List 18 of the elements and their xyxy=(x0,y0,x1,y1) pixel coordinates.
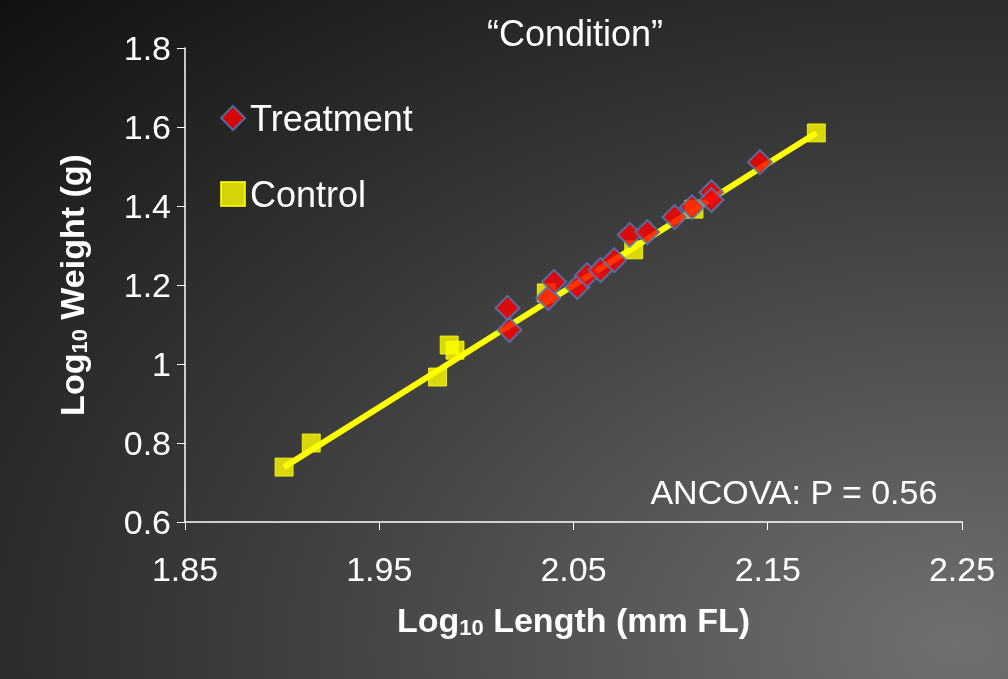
y-tick-label: 1.8 xyxy=(123,29,171,67)
y-tick-label: 1.6 xyxy=(123,108,171,146)
x-tick-label: 2.05 xyxy=(540,550,607,588)
y-tick-label: 0.6 xyxy=(123,503,171,541)
legend-label: Control xyxy=(250,173,367,215)
legend-label: Treatment xyxy=(250,97,413,139)
y-tick-label: 1.4 xyxy=(123,187,171,225)
y-tick-label: 1 xyxy=(152,345,171,383)
x-tick-label: 1.95 xyxy=(346,550,413,588)
x-tick-label: 2.15 xyxy=(734,550,801,588)
annotation: ANCOVA: P = 0.56 xyxy=(650,473,938,511)
y-tick-label: 0.8 xyxy=(123,424,171,462)
x-axis-title: Log10 Length (mm FL) xyxy=(396,601,751,640)
x-tick-label: 2.25 xyxy=(928,550,996,588)
chart-title: “Condition” xyxy=(486,12,664,54)
y-axis-title: Log10 Weight (g) xyxy=(53,154,92,416)
y-tick-label: 1.2 xyxy=(123,266,171,304)
x-tick-label: 1.85 xyxy=(151,550,219,588)
